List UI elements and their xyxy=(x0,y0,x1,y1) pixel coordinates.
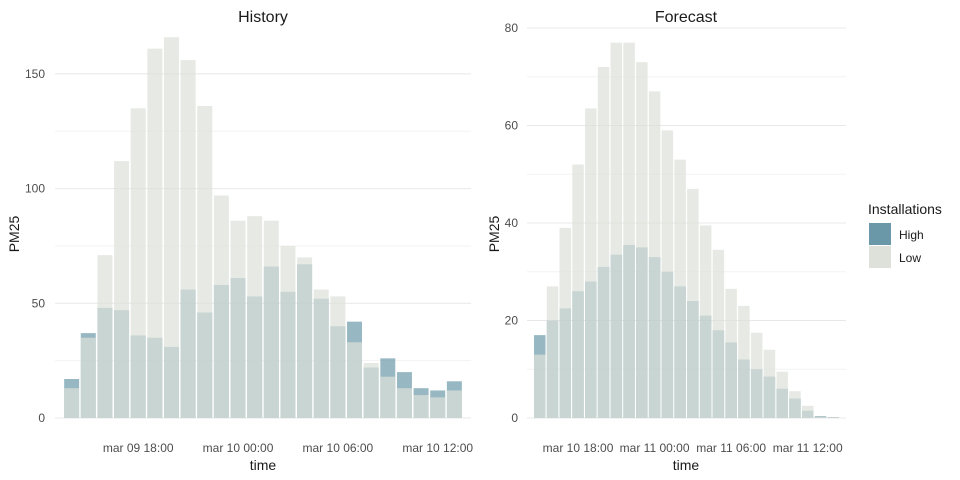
history-x-axis-title: time xyxy=(250,457,277,473)
bar-low xyxy=(674,159,686,418)
x-tick-label: mar 10 12:00 xyxy=(402,441,473,455)
bar-low xyxy=(446,390,462,418)
history-x-ticks: mar 09 18:00 mar 10 00:00 mar 10 06:00 mar … xyxy=(103,441,474,455)
bar-low xyxy=(213,195,229,418)
legend-title: Installations xyxy=(868,201,942,217)
forecast-bars xyxy=(534,42,839,418)
x-tick-label: mar 11 06:00 xyxy=(696,441,766,455)
history-y-axis-title: PM25 xyxy=(6,216,22,253)
y-tick-label: 0 xyxy=(38,411,45,425)
bar-low xyxy=(687,188,699,418)
bar-low xyxy=(776,371,788,418)
bar-low xyxy=(750,332,763,418)
y-tick-label: 150 xyxy=(25,67,45,81)
y-tick-label: 20 xyxy=(505,314,519,328)
bar-low xyxy=(413,395,429,418)
x-tick-label: mar 10 18:00 xyxy=(543,441,614,455)
bar-low xyxy=(725,288,737,418)
y-tick-label: 0 xyxy=(511,411,518,425)
bar-low xyxy=(280,245,296,418)
bar-low xyxy=(636,62,648,418)
bar-low xyxy=(801,405,814,418)
bar-low xyxy=(597,67,610,418)
bar-low xyxy=(763,349,776,418)
bar-low xyxy=(610,42,623,418)
bar-low xyxy=(585,108,597,418)
y-tick-label: 60 xyxy=(505,119,519,133)
bar-low xyxy=(827,417,839,418)
bar-low xyxy=(623,42,635,418)
bar-low xyxy=(648,91,661,418)
legend-key-low xyxy=(869,246,891,268)
y-tick-label: 100 xyxy=(25,182,45,196)
y-tick-label: 80 xyxy=(505,21,519,35)
bar-low xyxy=(396,388,412,418)
y-tick-label: 50 xyxy=(32,296,46,310)
bar-low xyxy=(197,106,213,418)
forecast-y-axis-title: PM25 xyxy=(486,216,502,253)
bar-low xyxy=(330,296,346,418)
bar-low xyxy=(363,362,379,418)
forecast-panel: Forecast 0 20 40 60 80 mar 10 18:00 mar 11 00… xyxy=(486,9,846,473)
bar-low xyxy=(559,227,572,418)
bar-low xyxy=(546,286,559,418)
x-tick-label: mar 11 12:00 xyxy=(773,441,843,455)
history-y-ticks: 0 50 100 150 xyxy=(25,67,45,425)
bar-low xyxy=(738,305,750,418)
y-tick-label: 40 xyxy=(505,216,519,230)
bar-low xyxy=(263,220,279,418)
bar-low xyxy=(534,354,546,418)
x-tick-label: mar 10 00:00 xyxy=(203,441,274,455)
bar-low xyxy=(97,255,113,418)
bar-low xyxy=(180,60,196,418)
bar-low xyxy=(380,376,396,418)
bar-low xyxy=(114,161,130,418)
bar-low xyxy=(814,416,827,418)
bar-low xyxy=(572,164,584,418)
bar-low xyxy=(147,48,163,418)
history-title: History xyxy=(238,9,288,26)
bar-low xyxy=(430,397,446,418)
bar-low xyxy=(661,130,674,418)
x-tick-label: mar 11 00:00 xyxy=(620,441,690,455)
history-bars xyxy=(64,37,462,418)
bar-low xyxy=(247,216,263,418)
forecast-title: Forecast xyxy=(655,9,718,26)
bar-low xyxy=(313,289,329,418)
bar-low xyxy=(347,342,363,418)
legend: Installations High Low xyxy=(868,201,942,268)
bar-low xyxy=(230,220,246,418)
bar-low xyxy=(163,37,179,418)
forecast-x-axis-title: time xyxy=(673,457,700,473)
x-tick-label: mar 10 06:00 xyxy=(303,441,374,455)
forecast-x-ticks: mar 10 18:00 mar 11 00:00 mar 11 06:00 mar … xyxy=(543,441,843,455)
history-panel: History 0 50 100 150 mar 09 18:00 mar 10 00:… xyxy=(6,9,473,473)
bar-low xyxy=(297,257,313,418)
bar-low xyxy=(699,225,712,418)
bar-low xyxy=(64,388,80,418)
legend-label-low: Low xyxy=(899,251,921,265)
bar-low xyxy=(789,391,801,418)
legend-label-high: High xyxy=(899,228,924,242)
x-tick-label: mar 09 18:00 xyxy=(103,441,174,455)
legend-key-high xyxy=(869,223,891,245)
bar-low xyxy=(130,108,146,418)
bar-low xyxy=(712,249,725,418)
bar-low xyxy=(80,337,96,418)
forecast-y-ticks: 0 20 40 60 80 xyxy=(505,21,519,425)
